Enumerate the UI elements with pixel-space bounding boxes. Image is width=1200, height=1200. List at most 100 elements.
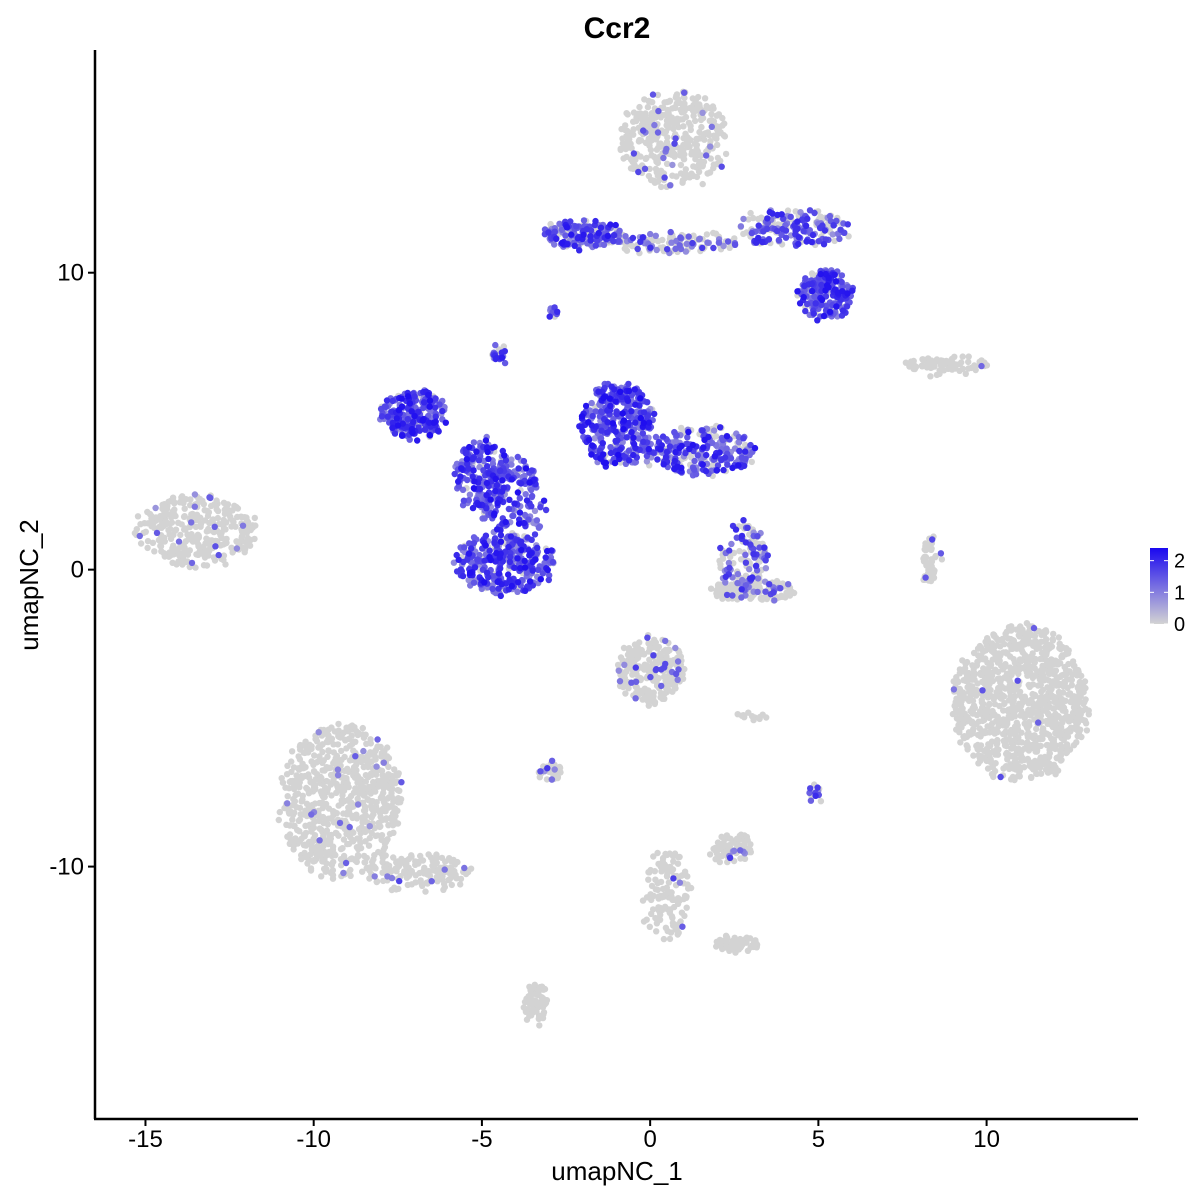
- cell-point: [753, 940, 760, 947]
- cell-point: [588, 399, 595, 407]
- cell-point: [226, 509, 233, 517]
- cell-point: [158, 524, 165, 531]
- cell-point: [979, 717, 986, 725]
- cell-point: [655, 643, 663, 651]
- cell-point: [740, 841, 748, 848]
- cell-point: [388, 790, 395, 797]
- cell-point: [464, 476, 471, 484]
- cell-point: [962, 370, 969, 377]
- cell-point: [169, 494, 177, 501]
- cell-point: [422, 888, 429, 895]
- cell-point: [1009, 685, 1017, 693]
- cell-point: [360, 852, 368, 860]
- cell-point: [347, 855, 354, 863]
- cell-point: [319, 767, 326, 774]
- cell-point: [307, 851, 314, 858]
- cell-point: [785, 581, 792, 588]
- cell-point: [624, 111, 631, 118]
- cell-point: [417, 877, 424, 884]
- cell-point: [642, 112, 649, 119]
- cell-point: [643, 139, 650, 147]
- cell-point: [919, 356, 926, 363]
- cell-point: [693, 145, 700, 152]
- cell-point: [335, 727, 342, 734]
- cell-point: [381, 844, 389, 851]
- cell-point: [276, 808, 283, 816]
- cell-point: [438, 854, 446, 862]
- cell-point: [680, 123, 687, 130]
- cell-point: [622, 122, 629, 129]
- cell-point: [674, 676, 681, 683]
- cell-point: [388, 779, 395, 787]
- cell-point: [666, 97, 674, 105]
- cell-point: [384, 795, 391, 802]
- cell-point: [170, 510, 178, 518]
- cell-point: [377, 777, 385, 784]
- cell-point: [302, 807, 309, 814]
- cell-point: [994, 636, 1001, 643]
- cell-point: [654, 144, 662, 152]
- cell-point: [1026, 665, 1034, 673]
- cell-point: [717, 586, 725, 593]
- cell-point: [213, 497, 220, 504]
- cell-point: [342, 859, 350, 867]
- cell-point: [340, 729, 347, 736]
- cell-point: [652, 232, 659, 239]
- cell-point: [144, 544, 151, 552]
- cell-point: [992, 760, 999, 767]
- cell-point: [999, 635, 1006, 643]
- cell-point: [730, 847, 738, 854]
- cell-point: [638, 646, 645, 654]
- cell-point: [845, 233, 852, 240]
- cell-point: [973, 686, 980, 694]
- cell-point: [150, 519, 157, 526]
- cell-point: [674, 931, 681, 938]
- cell-point: [1030, 704, 1037, 712]
- cell-point: [714, 141, 721, 149]
- cell-point: [637, 153, 644, 160]
- cell-point: [637, 137, 645, 144]
- cell-point: [331, 758, 338, 765]
- cell-point: [470, 579, 478, 586]
- cell-point: [714, 839, 722, 846]
- cell-point: [526, 983, 533, 990]
- cell-point: [682, 166, 689, 173]
- cell-point: [448, 881, 455, 889]
- cell-point: [537, 768, 544, 775]
- cell-point: [1011, 776, 1018, 784]
- cell-point: [461, 864, 468, 872]
- cell-point: [1001, 742, 1009, 749]
- cell-point: [722, 579, 729, 586]
- cell-point: [181, 513, 188, 520]
- cell-point: [932, 552, 939, 560]
- cell-point: [239, 522, 247, 529]
- cell-point: [428, 878, 435, 885]
- cell-point: [1033, 770, 1041, 778]
- cell-point: [157, 513, 165, 520]
- cell-point: [1055, 634, 1063, 641]
- cell-point: [390, 854, 397, 861]
- cell-point: [664, 134, 671, 141]
- cell-point: [317, 852, 324, 859]
- cell-point: [429, 867, 437, 874]
- cell-point: [522, 491, 529, 498]
- cell-point: [535, 524, 543, 531]
- cell-point: [706, 851, 714, 858]
- cell-point: [697, 158, 704, 165]
- cell-point: [1035, 719, 1042, 726]
- cell-point: [648, 910, 655, 918]
- cell-point: [1012, 763, 1019, 771]
- cell-point: [713, 160, 721, 168]
- cell-point: [1003, 722, 1010, 729]
- cell-point: [192, 564, 199, 571]
- cell-point: [516, 495, 523, 502]
- cell-point: [361, 859, 368, 866]
- cell-point: [989, 656, 996, 663]
- cell-point: [295, 817, 302, 825]
- cell-point: [370, 856, 377, 863]
- cell-point: [671, 896, 678, 903]
- cell-point: [630, 118, 637, 125]
- cell-point: [368, 829, 375, 837]
- cell-point: [1065, 713, 1073, 721]
- cell-point: [1054, 767, 1062, 774]
